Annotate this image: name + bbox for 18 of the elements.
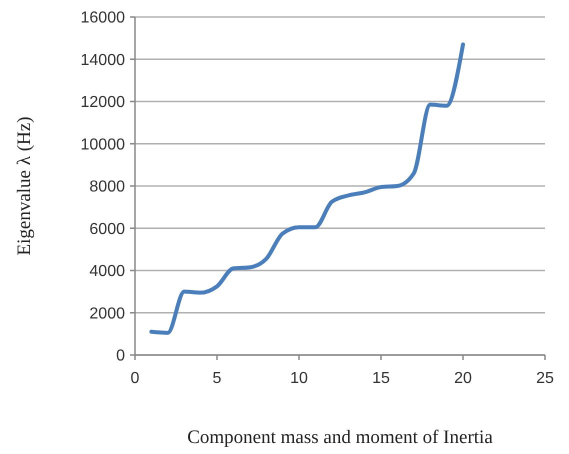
- y-tick-label: 6000: [89, 220, 126, 238]
- x-tick-label: 0: [130, 370, 140, 387]
- y-tick-label: 4000: [89, 263, 126, 280]
- y-axis-title: Eigenvalue λ (Hz): [14, 116, 35, 256]
- x-tick-label: 5: [212, 370, 222, 387]
- y-tick-label: 2000: [89, 305, 126, 322]
- y-tick-label: 12000: [80, 94, 126, 112]
- x-tick-label: 10: [290, 370, 308, 387]
- x-tick-label: 20: [454, 370, 472, 387]
- y-tick-label: 0: [116, 348, 126, 365]
- x-tick-label: 15: [372, 370, 390, 387]
- y-tick-label: 14000: [80, 52, 126, 69]
- line-series: [149, 42, 465, 335]
- x-tick-label: 25: [536, 370, 554, 387]
- y-tick-label: 10000: [80, 136, 126, 154]
- y-tick-label: 16000: [80, 10, 126, 27]
- y-tick-label: 8000: [89, 178, 126, 196]
- x-axis-title: Component mass and moment of Inertia: [187, 427, 494, 448]
